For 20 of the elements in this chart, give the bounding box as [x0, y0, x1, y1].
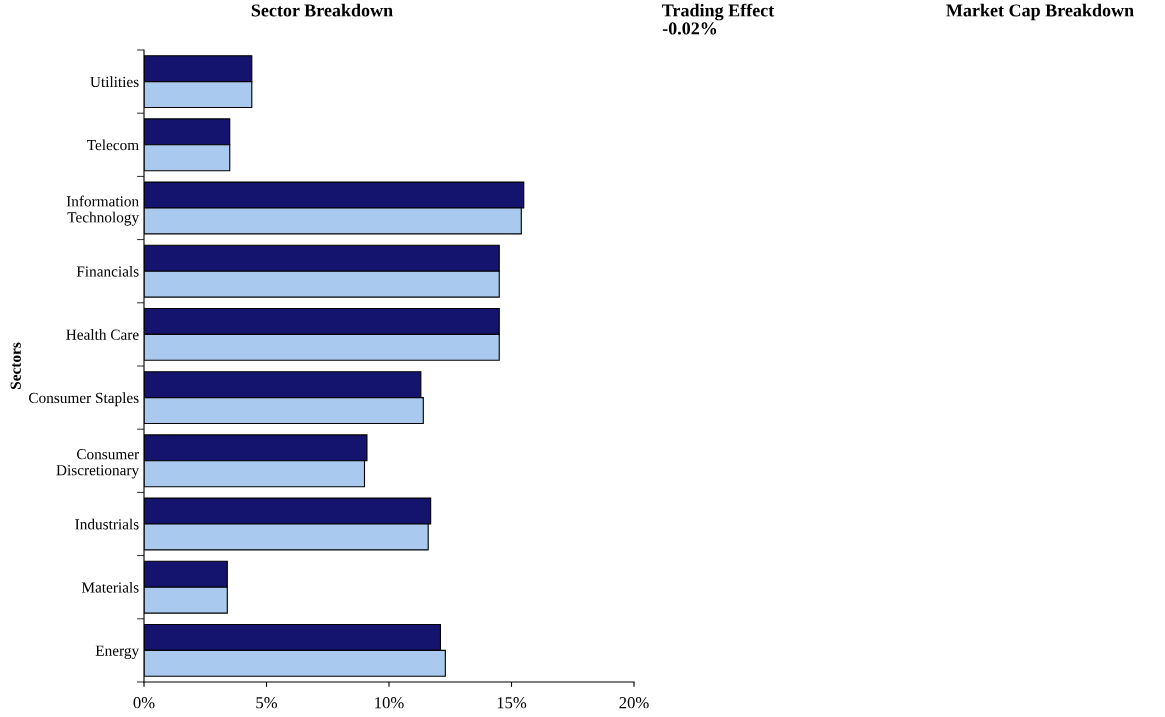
- x-tick-label: 5%: [256, 697, 278, 709]
- y-axis-title: Sectors: [10, 342, 21, 389]
- y-tick-label: Information Technology: [66, 195, 140, 226]
- text: -0.02%: [662, 22, 717, 35]
- y-tick-label: Consumer Discretionary: [56, 449, 140, 479]
- text: Trading Effect: [662, 3, 775, 21]
- x-tick-label: 0%: [133, 697, 155, 709]
- x-tick-label: 15%: [497, 697, 527, 709]
- x-tick-label: 20%: [619, 697, 649, 709]
- y-tick-label: Materials: [81, 581, 139, 593]
- x-tick-label: 10%: [375, 697, 404, 709]
- text: Market Cap Breakdown: [946, 3, 1134, 21]
- y-tick-label: Telecom: [87, 139, 139, 151]
- y-tick-label: Utilities: [90, 76, 139, 88]
- y-tick-label: Industrials: [75, 518, 139, 530]
- y-tick-label: Consumer Staples: [29, 392, 139, 407]
- y-tick-label: Energy: [95, 645, 140, 659]
- chart-title: Sector Breakdown: [251, 3, 393, 17]
- y-tick-label: Health Care: [66, 329, 139, 340]
- y-tick-label: Financials: [76, 265, 139, 277]
